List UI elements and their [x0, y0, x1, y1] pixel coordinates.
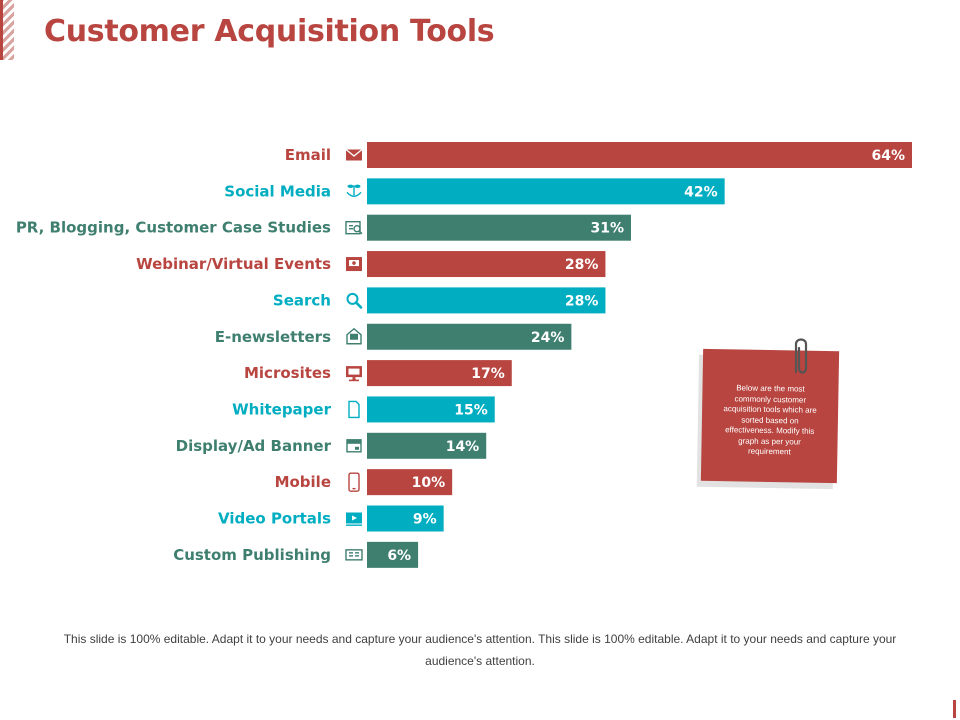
- plant-hand-icon: [346, 184, 362, 198]
- category-label: Video Portals: [218, 510, 331, 528]
- bar-4: [367, 287, 606, 314]
- corner-mark: [953, 700, 956, 718]
- bar-6: [367, 360, 512, 387]
- paperclip-icon: [794, 338, 808, 374]
- publishing-icon: [345, 549, 363, 561]
- category-label: Webinar/Virtual Events: [136, 255, 331, 273]
- search-icon: [346, 292, 363, 309]
- bar-8: [367, 432, 487, 459]
- category-label: Search: [273, 291, 331, 309]
- monitor-icon: [346, 366, 362, 382]
- value-label: 31%: [590, 221, 624, 237]
- bar-7: [367, 396, 495, 423]
- case-study-icon: [345, 220, 363, 235]
- document-icon: [348, 400, 360, 419]
- video-icon: [346, 512, 362, 526]
- bar-5: [367, 323, 572, 350]
- category-label: E-newsletters: [215, 328, 331, 346]
- page-title: Customer Acquisition Tools: [44, 14, 495, 49]
- footer-text: This slide is 100% editable. Adapt it to…: [63, 632, 897, 668]
- category-label: Custom Publishing: [173, 546, 331, 564]
- value-label: 14%: [446, 439, 480, 455]
- value-label: 28%: [565, 293, 599, 309]
- value-label: 6%: [387, 548, 411, 564]
- category-label: Microsites: [244, 364, 331, 382]
- ad-banner-icon: [346, 439, 362, 453]
- mobile-icon: [348, 472, 360, 492]
- category-label: Whitepaper: [232, 400, 331, 418]
- note-text: Below are the most commonly customer acq…: [723, 383, 817, 457]
- value-label: 9%: [413, 512, 437, 528]
- category-label: PR, Blogging, Customer Case Studies: [16, 219, 331, 237]
- bar-10: [367, 505, 444, 532]
- category-label: Display/Ad Banner: [176, 437, 332, 455]
- bar-0: [367, 142, 912, 168]
- envelope-icon: [345, 148, 363, 161]
- value-label: 17%: [471, 366, 505, 382]
- newsletter-icon: [346, 327, 362, 345]
- value-label: 64%: [871, 148, 905, 164]
- value-label: 24%: [531, 330, 565, 346]
- bar-2: [367, 214, 631, 241]
- bar-3: [367, 251, 606, 278]
- sticky-note: Below are the most commonly customer acq…: [700, 348, 840, 484]
- value-label: 28%: [565, 257, 599, 273]
- value-label: 15%: [454, 402, 488, 418]
- category-label: Mobile: [275, 473, 331, 491]
- bar-1: [367, 178, 725, 205]
- corner-decoration: [0, 0, 14, 60]
- category-label: Email: [285, 146, 331, 164]
- bar-11: [367, 541, 419, 568]
- webinar-icon: [346, 257, 362, 272]
- value-label: 42%: [684, 184, 718, 200]
- bar-9: [367, 469, 453, 496]
- category-label: Social Media: [224, 182, 331, 200]
- value-label: 10%: [412, 475, 446, 491]
